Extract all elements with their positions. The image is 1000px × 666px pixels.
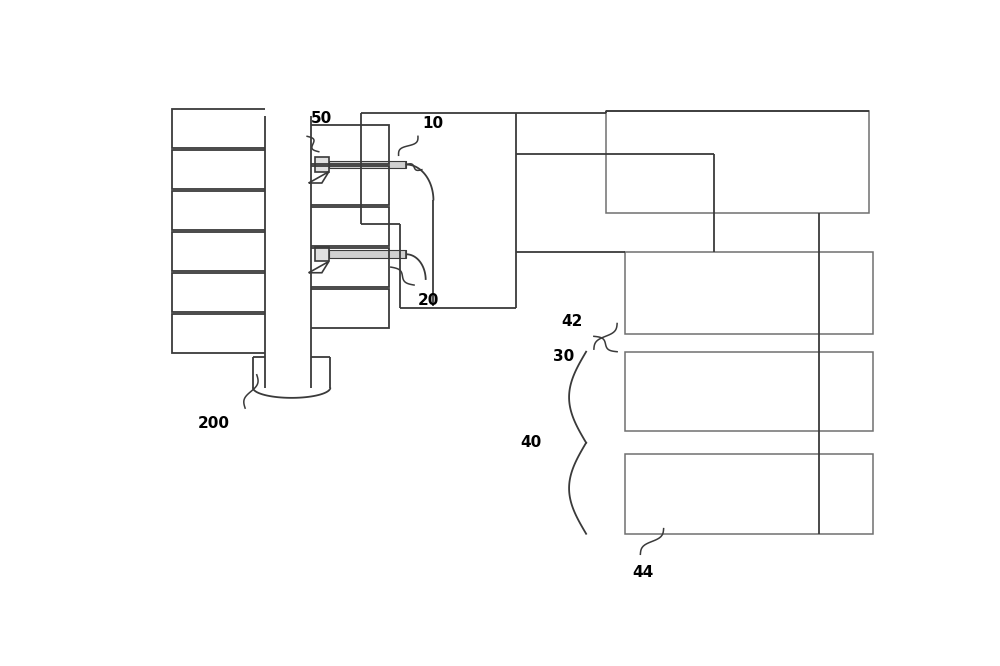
Text: 20: 20 (418, 293, 439, 308)
Text: 44: 44 (633, 565, 654, 579)
Bar (625, 252, 873, 334)
Text: 30: 30 (553, 350, 574, 364)
Text: 42: 42 (561, 314, 582, 328)
Text: 200: 200 (198, 416, 230, 431)
Bar (329, 161, 406, 168)
Bar (315, 247, 329, 262)
Bar (315, 157, 329, 172)
Bar (606, 111, 869, 213)
Text: 40: 40 (521, 436, 542, 450)
Text: 50: 50 (311, 111, 332, 126)
Bar (625, 454, 873, 533)
Text: 10: 10 (422, 116, 443, 131)
Bar (329, 250, 406, 258)
Bar (625, 352, 873, 431)
